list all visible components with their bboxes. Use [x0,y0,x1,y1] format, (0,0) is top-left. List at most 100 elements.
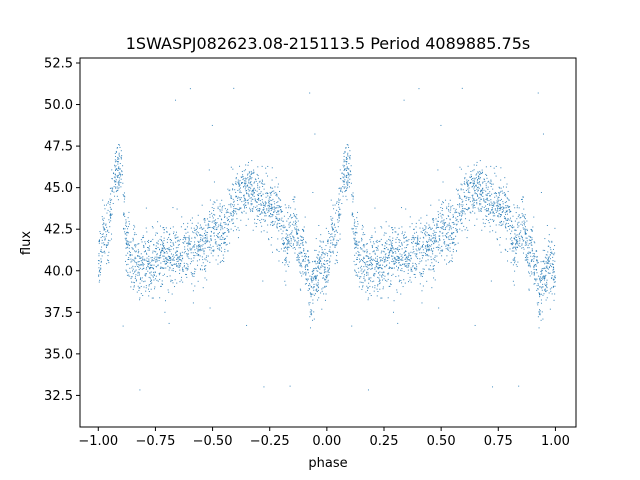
data-point [432,258,434,260]
data-point [251,172,253,174]
data-point [318,267,320,269]
data-point [401,226,403,228]
data-point [176,258,178,260]
data-point [452,242,454,244]
data-point [187,231,189,233]
data-point [544,288,546,290]
data-point [262,202,264,204]
x-tick-label: −0.25 [250,434,290,449]
data-point [485,190,487,192]
data-point [480,198,482,200]
data-point [201,269,203,271]
data-point [156,242,158,244]
data-point [265,172,267,174]
data-point [297,255,299,257]
data-point [107,239,109,241]
data-point [101,246,103,248]
data-point [247,185,249,187]
data-point [430,240,432,242]
data-point [533,283,535,285]
data-point [328,267,330,269]
data-point [455,211,457,213]
data-point [512,243,514,245]
data-point [318,261,320,263]
data-point [169,262,171,264]
data-point [223,261,225,263]
data-point [286,220,288,222]
data-point [285,284,287,286]
data-point [252,198,254,200]
data-point [442,201,444,203]
data-point [207,260,209,262]
data-point [127,243,129,245]
data-point [261,199,263,201]
data-point [227,250,229,252]
data-point [111,190,113,192]
data-point [279,190,281,192]
data-point [114,159,116,161]
data-point [117,181,119,183]
data-point [104,250,106,252]
data-point [204,232,206,234]
data-point [434,231,436,233]
data-point [427,227,429,229]
data-point [309,284,311,286]
data-point [412,252,414,254]
data-point [545,299,547,301]
data-point [404,265,406,267]
data-point [542,275,544,277]
data-point [299,263,301,265]
data-point [553,254,555,256]
data-point [483,179,485,181]
data-point [174,279,176,281]
data-point [375,265,377,267]
data-point [117,161,119,163]
data-point [272,214,274,216]
data-point [253,188,255,190]
data-point [367,287,369,289]
plot-frame [79,57,577,428]
data-point [466,179,468,181]
data-point [142,263,144,265]
data-point [404,258,406,260]
data-point [308,262,310,264]
data-point [118,154,120,156]
data-point [204,218,206,220]
data-point [249,209,251,211]
data-point [518,207,520,209]
data-point [433,236,435,238]
data-point [108,219,110,221]
data-point [291,230,293,232]
data-point [344,168,346,170]
data-point [532,272,534,274]
data-point [377,284,379,286]
data-point [406,260,408,262]
data-point [346,161,348,163]
data-point [411,242,413,244]
data-point [543,289,545,291]
data-point [355,247,357,249]
data-point [488,200,490,202]
data-point [352,198,354,200]
data-point [258,199,260,201]
data-point [336,209,338,211]
data-point [377,247,379,249]
data-point [538,327,540,329]
data-point [487,186,489,188]
data-point [138,269,140,271]
data-point [166,238,168,240]
data-point [178,244,180,246]
y-tick-label: 47.5 [44,140,73,155]
data-point [149,268,151,270]
data-point [319,260,321,262]
data-point [437,226,439,228]
data-point [134,244,136,246]
data-point [447,231,449,233]
data-point [261,211,263,213]
data-point [545,254,547,256]
data-point [124,237,126,239]
data-point [497,205,499,207]
data-point [150,280,152,282]
data-point [362,259,364,261]
data-point [422,229,424,231]
